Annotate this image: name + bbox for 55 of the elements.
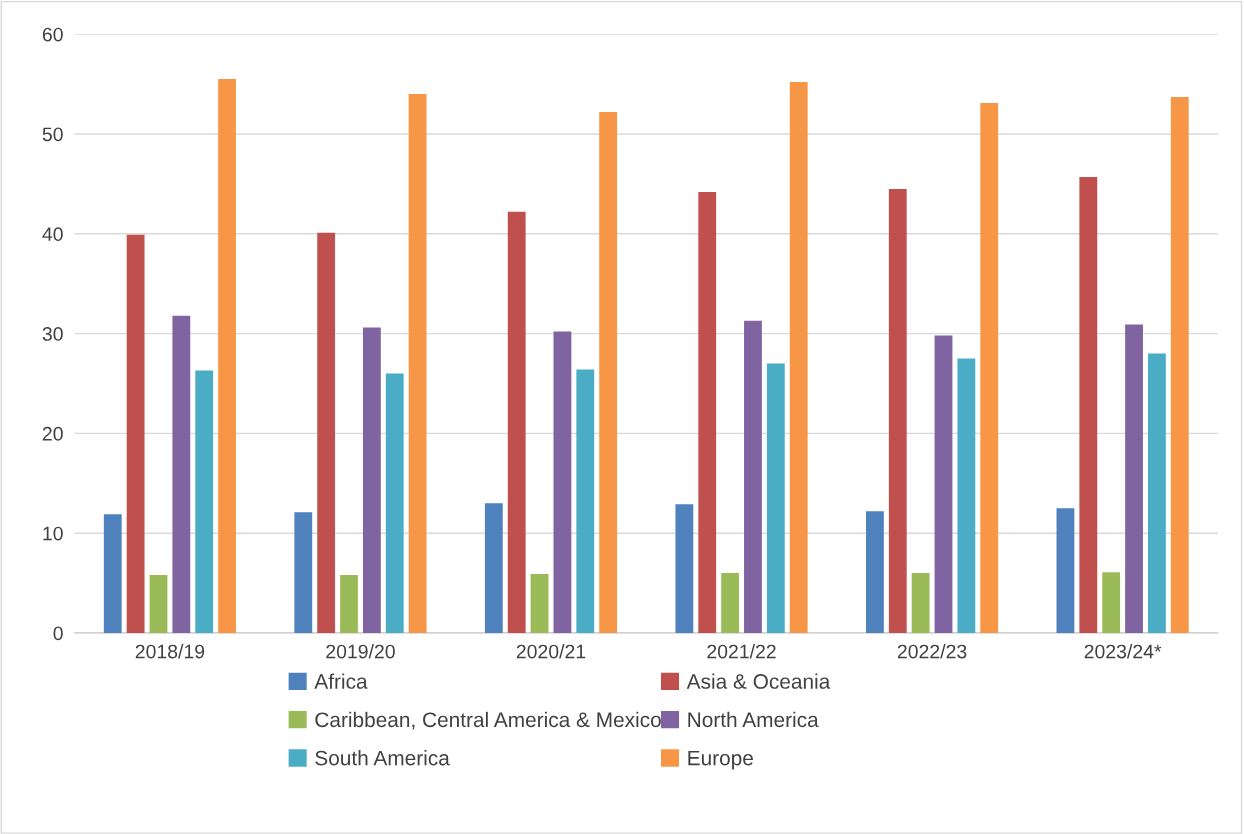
bar xyxy=(789,82,808,634)
y-tick-label: 60 xyxy=(42,27,63,42)
bar xyxy=(340,575,358,634)
x-tick-label: 2022/23 xyxy=(897,644,967,659)
bar xyxy=(1147,353,1166,634)
y-tick-label: 40 xyxy=(42,227,63,242)
bar xyxy=(294,512,313,634)
bar xyxy=(317,232,336,634)
y-tick-label: 50 xyxy=(42,127,63,142)
bar xyxy=(385,373,404,634)
bar xyxy=(1056,508,1075,634)
bar xyxy=(530,574,549,634)
legend-label: North America xyxy=(688,711,819,728)
bar xyxy=(218,79,236,634)
bar xyxy=(1079,176,1098,634)
legend-label: Caribbean, Central America & Mexico xyxy=(315,711,661,730)
bar xyxy=(362,327,381,634)
y-tick-label: 0 xyxy=(53,626,63,641)
bar xyxy=(1125,324,1143,634)
bar xyxy=(721,573,740,634)
bar xyxy=(172,315,191,634)
bar xyxy=(675,504,694,634)
bar xyxy=(576,369,595,634)
legend-label: Africa xyxy=(314,673,368,689)
bar xyxy=(911,573,930,634)
legend-label: South America xyxy=(315,750,450,766)
x-tick-label: 2021/22 xyxy=(707,644,776,659)
bar xyxy=(957,358,976,634)
y-tick-label: 30 xyxy=(42,327,63,341)
bar xyxy=(888,188,907,634)
bar xyxy=(507,211,526,634)
bar xyxy=(934,335,953,634)
bar xyxy=(1102,572,1121,634)
bar xyxy=(980,103,999,634)
bar xyxy=(149,575,168,634)
legend-label: Asia & Oceania xyxy=(686,673,831,689)
bar xyxy=(484,503,503,634)
bar xyxy=(865,511,884,634)
x-tick-label: 2020/21 xyxy=(516,644,586,659)
bar xyxy=(766,363,785,634)
bar xyxy=(126,234,145,634)
y-tick-label: 10 xyxy=(43,526,63,541)
bar xyxy=(599,112,618,634)
x-tick-label: 2018/19 xyxy=(135,644,205,659)
bar xyxy=(103,514,122,634)
bar xyxy=(698,191,717,634)
bar xyxy=(553,331,572,634)
legend-label: Europe xyxy=(688,750,753,770)
x-tick-label: 2019/20 xyxy=(326,644,395,659)
bar xyxy=(195,370,214,634)
bar xyxy=(1170,97,1189,634)
y-tick-label: 20 xyxy=(42,426,63,441)
bar xyxy=(408,94,427,634)
x-tick-label: 2023/24* xyxy=(1084,644,1162,659)
bar xyxy=(744,320,762,634)
